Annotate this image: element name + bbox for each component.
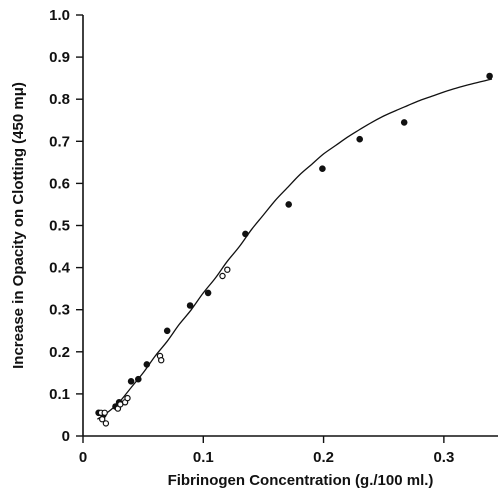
data-points — [95, 72, 493, 427]
filled-data-point — [186, 302, 194, 309]
open-data-point — [124, 394, 131, 402]
y-tick-label: 0.7 — [49, 133, 70, 150]
open-data-point — [101, 409, 108, 416]
axis-ticks: 0 0.1 0.2 0.3 0.4 0.5 0.6 0.7 0.8 0.9 1.0 0 0.1 0.2 0.… — [49, 7, 454, 466]
open-data-point — [157, 357, 165, 364]
filled-data-point — [356, 135, 364, 143]
y-tick-label: 1.0 — [49, 7, 70, 24]
open-data-point — [102, 420, 110, 427]
filled-data-point — [486, 72, 493, 80]
x-tick-label: 0.3 — [433, 449, 454, 466]
y-tick-label: 0.2 — [49, 344, 70, 361]
y-tick-label: 0.1 — [49, 386, 70, 403]
open-data-point — [219, 272, 226, 280]
y-tick-label: 0.9 — [49, 49, 70, 66]
open-data-point — [98, 416, 106, 423]
y-tick-label: 0.6 — [49, 175, 70, 192]
y-axis: Increase in Opacity on Clotting (450 mμ) — [10, 15, 84, 436]
filled-data-point — [204, 289, 212, 297]
filled-data-point — [319, 165, 326, 172]
y-tick-label: 0.3 — [49, 302, 70, 319]
filled-data-point — [242, 230, 249, 238]
x-axis: Fibrinogen Concentration (g./100 ml.) — [83, 435, 498, 489]
filled-data-point — [135, 375, 142, 383]
filled-data-point — [163, 327, 171, 335]
filled-data-point — [285, 201, 293, 208]
fit-curve — [97, 78, 493, 420]
y-tick-label: 0.5 — [49, 218, 70, 235]
y-tick-label: 0.8 — [49, 91, 70, 108]
y-axis-title: Increase in Opacity on Clotting (450 mμ) — [10, 82, 27, 369]
filled-data-point — [400, 119, 408, 126]
filled-data-point — [143, 361, 151, 368]
y-tick-label: 0.4 — [49, 260, 71, 277]
filled-data-point — [127, 378, 135, 385]
x-tick-label: 0 — [79, 449, 87, 466]
open-data-point — [224, 266, 231, 273]
x-tick-label: 0.2 — [313, 449, 334, 466]
x-axis-title: Fibrinogen Concentration (g./100 ml.) — [168, 472, 434, 489]
x-tick-label: 0.1 — [193, 449, 214, 466]
y-tick-label: 0 — [62, 428, 70, 445]
